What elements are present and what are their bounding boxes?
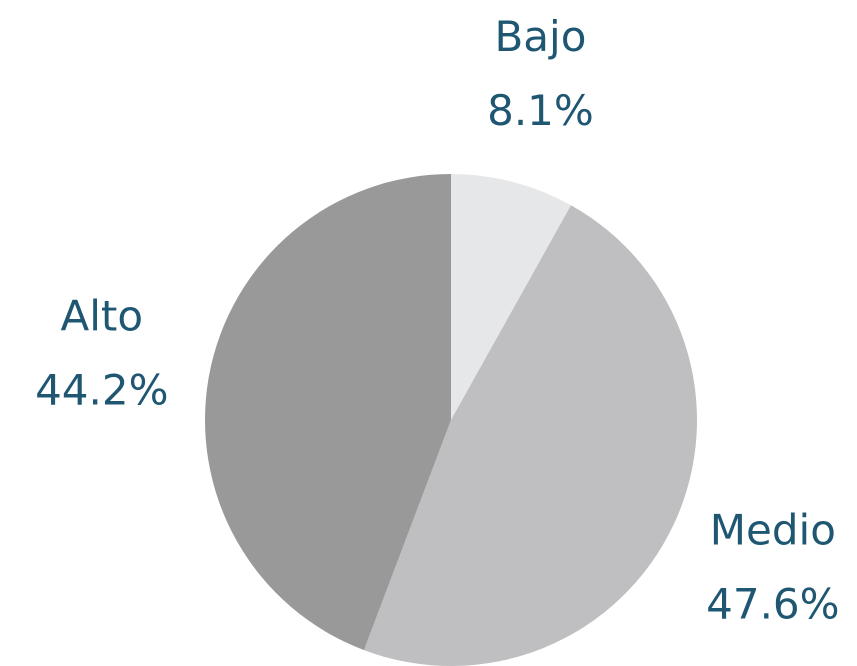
slice-label: Bajo <box>494 12 586 61</box>
slice-label: Alto <box>60 292 143 341</box>
pie-slice <box>451 174 571 420</box>
pie-slice <box>363 205 697 666</box>
slice-label: Medio <box>710 505 836 554</box>
value-label: 8.1% <box>487 86 594 135</box>
value-label: 47.6% <box>706 579 839 628</box>
pie-slice <box>205 174 451 651</box>
value-label: 44.2% <box>35 366 168 415</box>
